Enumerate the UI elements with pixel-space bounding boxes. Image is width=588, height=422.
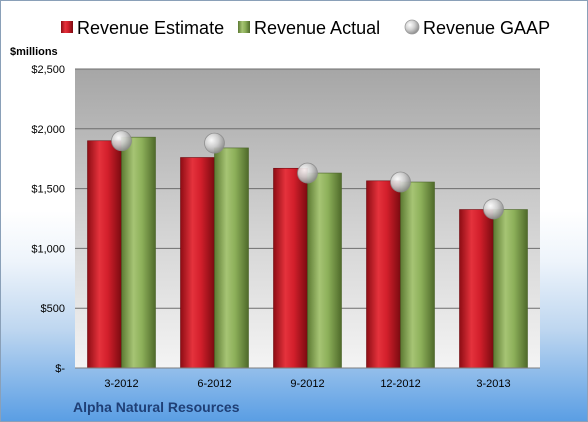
x-tick-label: 3-2013	[476, 378, 510, 390]
bar-estimate	[459, 209, 494, 369]
legend-swatch-actual	[238, 21, 250, 33]
bar-estimate	[366, 180, 401, 369]
legend: Revenue Estimate Revenue Actual Revenue …	[61, 18, 550, 38]
gaap-marker	[297, 162, 318, 184]
y-tick-label: $1,500	[31, 184, 65, 196]
gaap-marker	[204, 132, 225, 154]
bar-actual	[121, 136, 156, 369]
bar-actual	[214, 147, 249, 369]
legend-label-estimate: Revenue Estimate	[77, 18, 224, 38]
legend-label-gaap: Revenue GAAP	[423, 18, 550, 38]
bar-estimate	[87, 140, 122, 369]
legend-label-actual: Revenue Actual	[254, 18, 380, 38]
legend-item-estimate: Revenue Estimate	[61, 18, 224, 38]
legend-swatch-estimate	[61, 21, 73, 33]
y-tick-label: $1,000	[31, 243, 65, 255]
company-name: Alpha Natural Resources	[73, 399, 240, 415]
y-tick-label: $2,000	[31, 124, 65, 136]
x-tick-label: 3-2012	[104, 378, 138, 390]
y-tick-label: $-	[55, 363, 65, 375]
gaap-markers	[111, 130, 504, 220]
legend-item-actual: Revenue Actual	[238, 18, 380, 38]
bar-estimate	[273, 167, 308, 369]
y-axis-ticks: $- $500 $1,000 $1,500 $2,000 $2,500	[31, 64, 65, 375]
gaap-marker	[390, 171, 411, 193]
y-tick-label: $2,500	[31, 64, 65, 76]
x-tick-label: 9-2012	[290, 378, 324, 390]
bar-actual	[493, 209, 528, 369]
legend-item-gaap: Revenue GAAP	[404, 18, 550, 38]
x-tick-label: 12-2012	[380, 378, 420, 390]
x-axis-ticks: 3-2012 6-2012 9-2012 12-2012 3-2013	[104, 378, 510, 390]
unit-label: $millions	[10, 46, 58, 58]
bar-estimate	[180, 157, 215, 369]
bar-actual	[307, 172, 342, 369]
y-tick-label: $500	[41, 303, 65, 315]
gaap-marker	[111, 130, 132, 152]
legend-swatch-gaap	[404, 19, 420, 35]
bar-actual	[400, 181, 435, 369]
x-tick-label: 6-2012	[197, 378, 231, 390]
bars	[87, 136, 528, 369]
gaap-marker	[483, 198, 504, 220]
